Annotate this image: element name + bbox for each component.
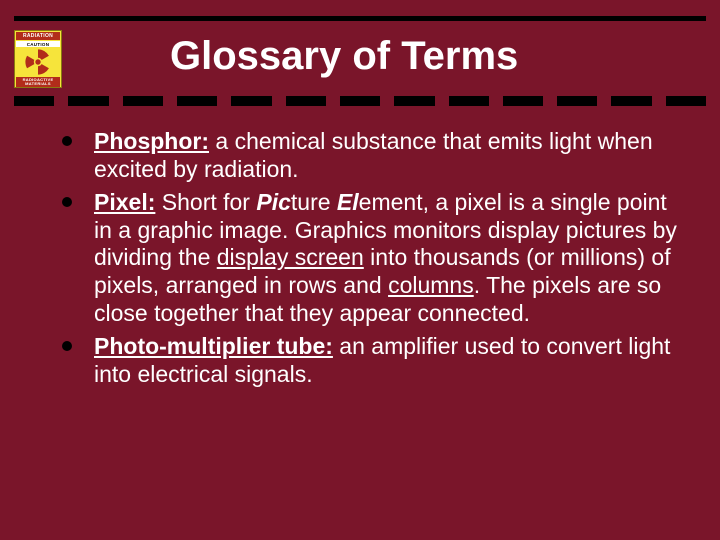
glossary-list: Phosphor: a chemical substance that emit…: [62, 128, 690, 394]
glossary-definition: Short for Picture Element, a pixel is a …: [94, 189, 677, 325]
dash-segment: [68, 96, 108, 106]
glossary-item: Photo-multiplier tube: an amplifier used…: [62, 333, 690, 388]
dash-segment: [123, 96, 163, 106]
dash-segment: [177, 96, 217, 106]
glossary-term: Phosphor:: [94, 128, 209, 154]
dash-segment: [611, 96, 651, 106]
glossary-item: Pixel: Short for Picture Element, a pixe…: [62, 189, 690, 327]
bullet-icon: [62, 341, 72, 351]
glossary-text: Phosphor: a chemical substance that emit…: [94, 128, 690, 183]
top-rule: [14, 16, 706, 21]
glossary-text: Pixel: Short for Picture Element, a pixe…: [94, 189, 690, 327]
dash-segment: [394, 96, 434, 106]
dash-segment: [449, 96, 489, 106]
bullet-icon: [62, 197, 72, 207]
dash-segment: [557, 96, 597, 106]
dash-segment: [231, 96, 271, 106]
bullet-icon: [62, 136, 72, 146]
page-title: Glossary of Terms: [170, 34, 518, 79]
badge-label-top: RADIATION: [16, 32, 60, 40]
dash-segment: [14, 96, 54, 106]
badge-label-bot: RADIOACTIVE MATERIALS: [16, 77, 60, 87]
glossary-item: Phosphor: a chemical substance that emit…: [62, 128, 690, 183]
dashed-rule: [14, 96, 706, 106]
dash-segment: [666, 96, 706, 106]
dash-segment: [503, 96, 543, 106]
radiation-badge: RADIATION CAUTION RADIOACTIVE MATERIALS: [14, 30, 62, 88]
dash-segment: [286, 96, 326, 106]
radiation-trefoil-icon: [23, 47, 53, 77]
glossary-term: Pixel:: [94, 189, 155, 215]
glossary-text: Photo-multiplier tube: an amplifier used…: [94, 333, 690, 388]
glossary-term: Photo-multiplier tube:: [94, 333, 333, 359]
dash-segment: [340, 96, 380, 106]
